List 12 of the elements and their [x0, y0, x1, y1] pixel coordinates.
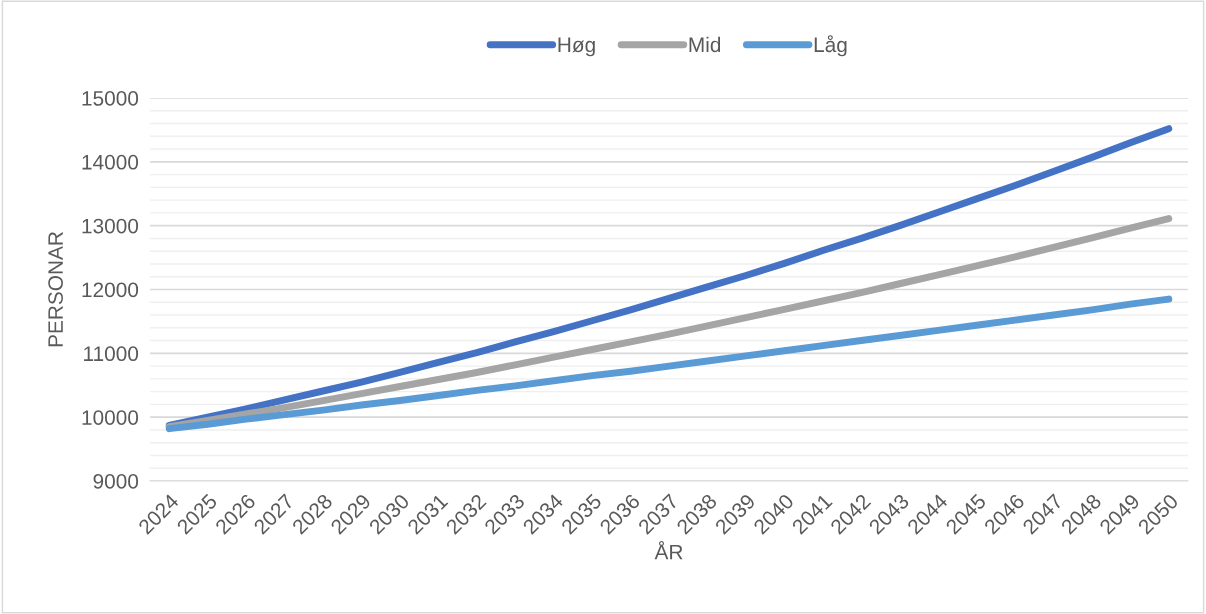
y-tick-label: 11000: [84, 346, 139, 362]
y-tick-label: 13000: [82, 218, 139, 234]
y-tick-label: 10000: [82, 410, 139, 425]
y-tick-label: 9000: [93, 474, 139, 489]
y-axis-title: PERSONAR: [48, 232, 63, 347]
x-axis-title: ÅR: [654, 541, 683, 560]
legend-label: Låg: [814, 35, 847, 57]
y-tick-label: 14000: [82, 154, 139, 170]
legend-label: Høg: [558, 37, 595, 57]
y-tick-label: 12000: [82, 282, 139, 298]
legend-label: Mid: [689, 36, 721, 53]
y-tick-label: 15000: [82, 91, 139, 106]
